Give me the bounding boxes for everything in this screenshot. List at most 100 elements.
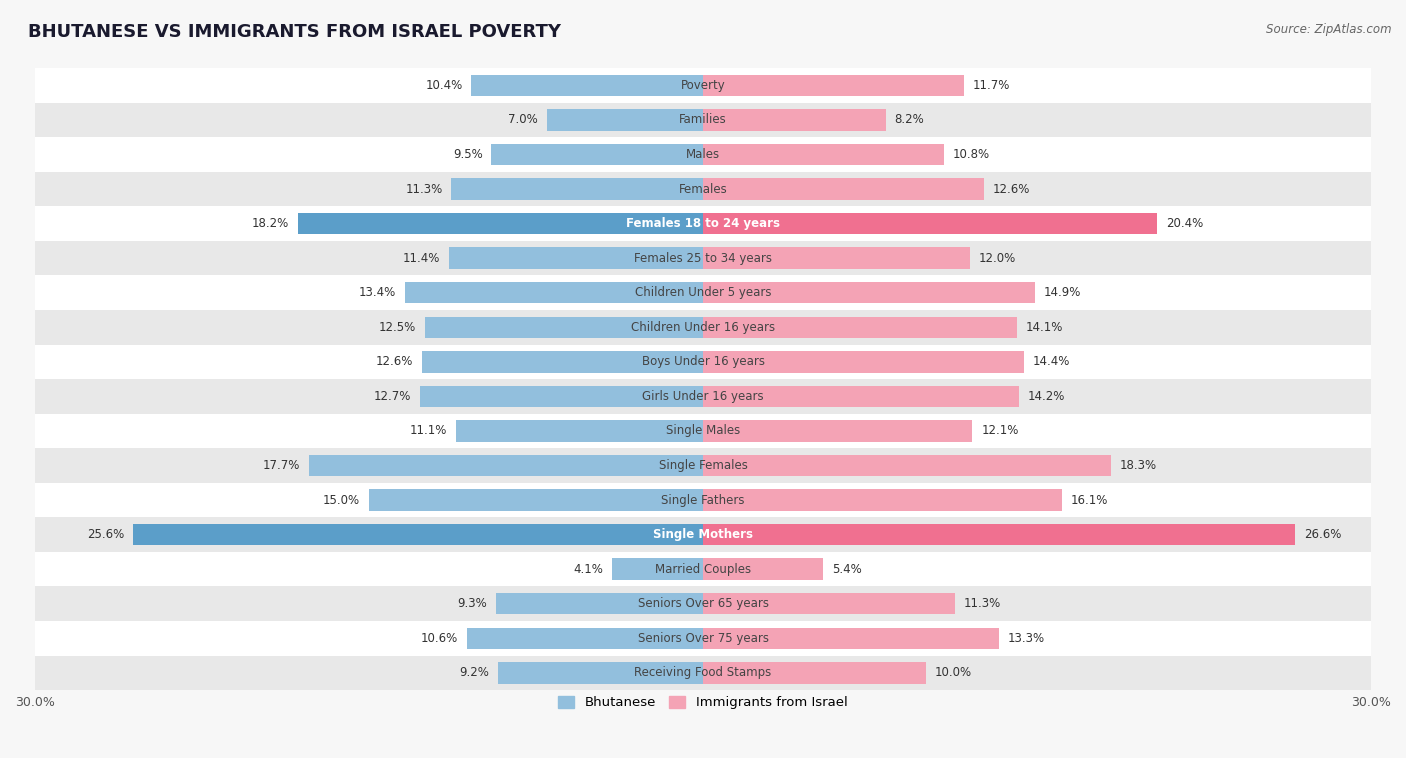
Text: Males: Males <box>686 148 720 161</box>
Bar <box>703 559 824 580</box>
Bar <box>612 559 703 580</box>
Text: 5.4%: 5.4% <box>832 562 862 575</box>
Text: 15.0%: 15.0% <box>323 493 360 506</box>
Bar <box>35 102 1371 137</box>
Text: 12.5%: 12.5% <box>378 321 416 334</box>
Bar <box>703 490 1062 511</box>
Text: Source: ZipAtlas.com: Source: ZipAtlas.com <box>1267 23 1392 36</box>
Text: Boys Under 16 years: Boys Under 16 years <box>641 356 765 368</box>
Text: Married Couples: Married Couples <box>655 562 751 575</box>
Text: 9.5%: 9.5% <box>453 148 482 161</box>
Text: Children Under 5 years: Children Under 5 years <box>634 287 772 299</box>
Text: 9.2%: 9.2% <box>460 666 489 679</box>
Bar <box>498 662 703 684</box>
Bar <box>449 247 703 269</box>
Bar <box>35 241 1371 275</box>
Bar <box>703 213 1157 234</box>
Bar <box>298 213 703 234</box>
Text: Single Mothers: Single Mothers <box>652 528 754 541</box>
Text: 26.6%: 26.6% <box>1305 528 1341 541</box>
Bar <box>35 310 1371 345</box>
Bar <box>35 137 1371 172</box>
Bar <box>703 662 925 684</box>
Text: Seniors Over 65 years: Seniors Over 65 years <box>637 597 769 610</box>
Bar <box>703 247 970 269</box>
Text: Receiving Food Stamps: Receiving Food Stamps <box>634 666 772 679</box>
Bar <box>703 386 1019 407</box>
Bar <box>456 420 703 442</box>
Bar <box>492 144 703 165</box>
Bar <box>35 379 1371 414</box>
Bar <box>496 593 703 615</box>
Text: Females 25 to 34 years: Females 25 to 34 years <box>634 252 772 265</box>
Bar <box>35 517 1371 552</box>
Bar <box>703 109 886 130</box>
Text: 4.1%: 4.1% <box>572 562 603 575</box>
Bar <box>703 282 1035 303</box>
Text: 13.4%: 13.4% <box>359 287 395 299</box>
Text: Females 18 to 24 years: Females 18 to 24 years <box>626 217 780 230</box>
Text: 11.1%: 11.1% <box>409 424 447 437</box>
Bar <box>309 455 703 476</box>
Bar <box>703 178 984 199</box>
Text: 9.3%: 9.3% <box>457 597 486 610</box>
Bar <box>35 345 1371 379</box>
Text: 10.6%: 10.6% <box>420 631 458 645</box>
Text: 14.9%: 14.9% <box>1043 287 1081 299</box>
Bar <box>547 109 703 130</box>
Text: 11.3%: 11.3% <box>963 597 1001 610</box>
Text: 13.3%: 13.3% <box>1008 631 1045 645</box>
Text: 17.7%: 17.7% <box>263 459 299 472</box>
Bar <box>703 628 1000 649</box>
Text: 12.7%: 12.7% <box>374 390 412 402</box>
Text: Poverty: Poverty <box>681 79 725 92</box>
Text: Girls Under 16 years: Girls Under 16 years <box>643 390 763 402</box>
Text: Females: Females <box>679 183 727 196</box>
Bar <box>703 593 955 615</box>
Bar <box>35 448 1371 483</box>
Text: 18.2%: 18.2% <box>252 217 288 230</box>
Bar <box>35 483 1371 517</box>
Bar <box>35 68 1371 102</box>
Bar <box>703 420 973 442</box>
Text: 25.6%: 25.6% <box>87 528 124 541</box>
Text: Seniors Over 75 years: Seniors Over 75 years <box>637 631 769 645</box>
Bar <box>422 351 703 372</box>
Text: 12.1%: 12.1% <box>981 424 1019 437</box>
Text: 14.1%: 14.1% <box>1026 321 1063 334</box>
Bar <box>703 455 1111 476</box>
Bar <box>703 74 963 96</box>
Text: 11.7%: 11.7% <box>973 79 1010 92</box>
Text: Single Fathers: Single Fathers <box>661 493 745 506</box>
Bar <box>35 656 1371 690</box>
Text: 12.0%: 12.0% <box>979 252 1017 265</box>
Text: Single Females: Single Females <box>658 459 748 472</box>
Text: 7.0%: 7.0% <box>509 114 538 127</box>
Bar <box>451 178 703 199</box>
Text: 10.8%: 10.8% <box>952 148 990 161</box>
Bar <box>35 172 1371 206</box>
Text: 11.4%: 11.4% <box>404 252 440 265</box>
Bar <box>134 524 703 545</box>
Text: Single Males: Single Males <box>666 424 740 437</box>
Bar <box>467 628 703 649</box>
Text: 14.2%: 14.2% <box>1028 390 1066 402</box>
Bar <box>703 317 1017 338</box>
Bar <box>420 386 703 407</box>
Text: 14.4%: 14.4% <box>1032 356 1070 368</box>
Bar <box>35 414 1371 448</box>
Text: 12.6%: 12.6% <box>377 356 413 368</box>
Bar <box>35 587 1371 621</box>
Text: 20.4%: 20.4% <box>1166 217 1204 230</box>
Text: 16.1%: 16.1% <box>1070 493 1108 506</box>
Bar <box>35 621 1371 656</box>
Text: 10.4%: 10.4% <box>425 79 463 92</box>
Bar <box>471 74 703 96</box>
Bar <box>703 144 943 165</box>
Text: 10.0%: 10.0% <box>935 666 972 679</box>
Legend: Bhutanese, Immigrants from Israel: Bhutanese, Immigrants from Israel <box>553 691 853 715</box>
Bar <box>35 552 1371 587</box>
Bar <box>368 490 703 511</box>
Bar <box>703 351 1024 372</box>
Bar <box>405 282 703 303</box>
